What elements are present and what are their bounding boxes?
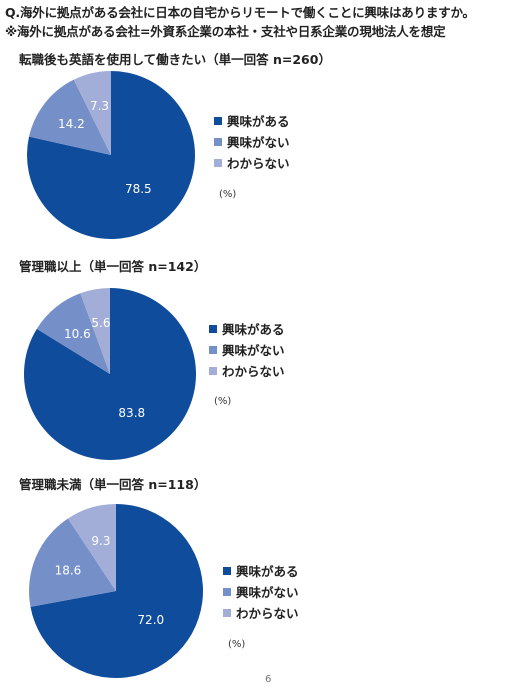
label-unknown: 7.3: [90, 99, 109, 113]
legend-item-unknown: わからない: [223, 602, 299, 623]
pie-chart-3: 72.0 18.6 9.3: [29, 504, 204, 678]
slice-not-interested: [29, 79, 111, 155]
label-unknown: 9.3: [91, 534, 110, 548]
legend-label: わからない: [227, 156, 290, 171]
pie-chart-1: 78.5 14.2 7.3: [27, 71, 195, 240]
legend-swatch: [214, 116, 222, 125]
chart-1-title: 転職後も英語を使用して働きたい（単一回答 n=260）: [19, 52, 331, 67]
legend-label: 興味がない: [236, 585, 299, 600]
legend-item-unknown: わからない: [214, 152, 290, 173]
slice-unknown: [80, 288, 110, 374]
legend-swatch: [209, 366, 217, 375]
label-not-interested: 14.2: [58, 117, 85, 131]
legend-swatch: [223, 587, 231, 596]
slice-not-interested: [29, 518, 117, 607]
legend-swatch: [223, 566, 231, 575]
label-interested: 78.5: [125, 182, 152, 196]
chart-3-title: 管理職未満（単一回答 n=118）: [19, 477, 207, 492]
pie-chart-2: 83.8 10.65.6: [24, 288, 197, 460]
legend-label: わからない: [236, 606, 299, 621]
question-title: Q.海外に拠点がある会社に日本の自宅からリモートで働くことに興味はありますか。: [5, 5, 475, 20]
chart-1-unit: (%): [219, 189, 237, 200]
slice-unknown: [67, 504, 116, 591]
slice-not-interested: [36, 293, 110, 374]
legend-item-not-interested: 興味がない: [214, 131, 290, 152]
legend-item-interested: 興味がある: [214, 110, 290, 131]
chart-2-unit: (%): [214, 396, 232, 407]
legend-swatch: [209, 324, 217, 333]
chart-2-legend: 興味がある 興味がない わからない: [209, 318, 285, 381]
legend-item-not-interested: 興味がない: [223, 581, 299, 602]
legend-label: 興味がある: [236, 564, 299, 579]
legend-item-interested: 興味がある: [209, 318, 285, 339]
label-interested: 83.8: [118, 406, 145, 420]
question-note: ※海外に拠点がある会社=外資系企業の本社・支社や日系企業の現地法人を想定: [5, 24, 446, 39]
page-number: 6: [265, 674, 272, 685]
legend-swatch: [214, 158, 222, 167]
legend-label: 興味がない: [227, 135, 290, 150]
legend-item-interested: 興味がある: [223, 560, 299, 581]
chart-3-legend: 興味がある 興味がない わからない: [223, 560, 299, 623]
label-not-interested: 18.6: [55, 564, 82, 578]
chart-2-title: 管理職以上（単一回答 n=142）: [19, 259, 207, 274]
legend-label: 興味がある: [222, 322, 285, 337]
slice-interested: [30, 504, 204, 678]
label-interested: 72.0: [137, 613, 164, 627]
legend-item-not-interested: 興味がない: [209, 339, 285, 360]
label-unknown: 5.6: [91, 316, 110, 330]
legend-label: 興味がある: [227, 114, 290, 129]
legend-swatch: [214, 137, 222, 146]
slice-unknown: [73, 71, 111, 155]
legend-swatch: [209, 345, 217, 354]
slice-interested: [27, 71, 195, 240]
legend-label: 興味がない: [222, 343, 285, 358]
legend-swatch: [223, 608, 231, 617]
chart-1-legend: 興味がある 興味がない わからない: [214, 110, 290, 173]
label-not-interested: 10.6: [64, 327, 91, 341]
legend-item-unknown: わからない: [209, 360, 285, 381]
legend-label: わからない: [222, 364, 285, 379]
chart-3-unit: (%): [228, 639, 246, 650]
